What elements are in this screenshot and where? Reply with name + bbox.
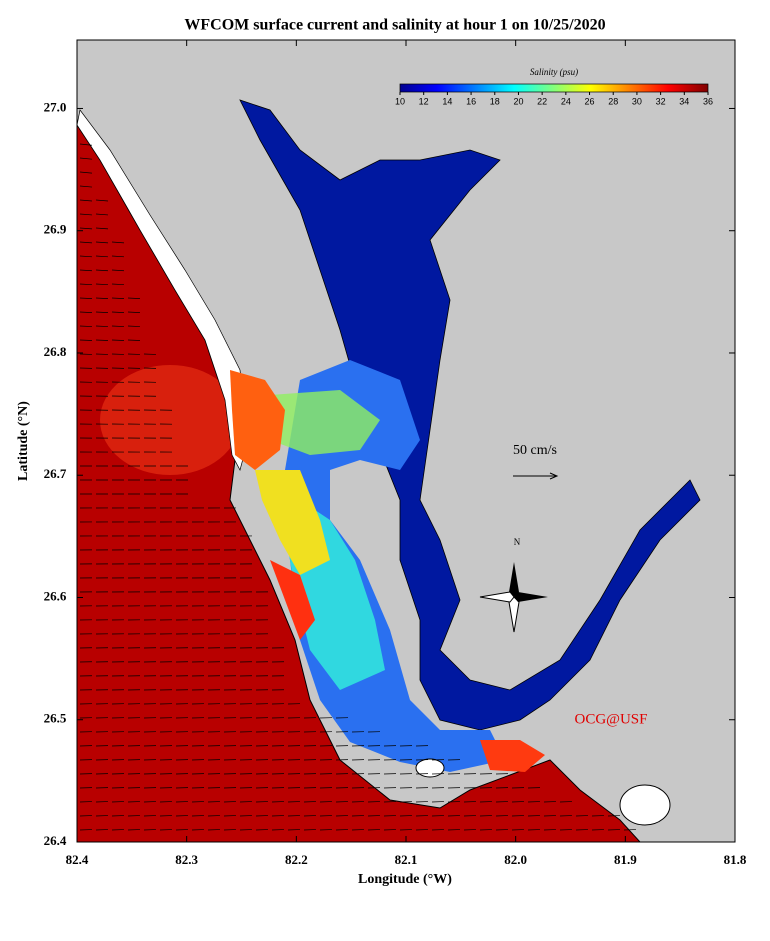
colorbar-tick-label: 10 <box>395 96 405 106</box>
x-axis-label: Longitude (°W) <box>358 872 452 887</box>
y-tick-label: 26.8 <box>44 344 67 359</box>
north-label: N <box>514 537 521 547</box>
colorbar-tick-label: 26 <box>585 96 595 106</box>
colorbar-tick-label: 36 <box>703 96 713 106</box>
x-tick-label: 82.1 <box>395 852 418 867</box>
x-tick-label: 82.3 <box>175 852 198 867</box>
x-tick-label: 81.9 <box>614 852 637 867</box>
island <box>416 759 444 777</box>
title: WFCOM surface current and salinity at ho… <box>184 17 605 34</box>
x-tick-label: 82.2 <box>285 852 308 867</box>
island <box>620 785 670 825</box>
credit: OCG@USF <box>574 711 647 727</box>
colorbar-tick-label: 22 <box>537 96 547 106</box>
x-tick-label: 82.4 <box>66 852 89 867</box>
y-tick-label: 26.5 <box>44 711 67 726</box>
scale-label: 50 cm/s <box>513 443 557 458</box>
colorbar-tick-label: 32 <box>656 96 666 106</box>
colorbar-tick-label: 12 <box>419 96 429 106</box>
colorbar-tick-label: 28 <box>608 96 618 106</box>
colorbar-tick-label: 30 <box>632 96 642 106</box>
colorbar <box>400 84 708 92</box>
x-tick-label: 82.0 <box>504 852 527 867</box>
y-tick-label: 27.0 <box>44 99 67 114</box>
colorbar-label: Salinity (psu) <box>530 67 578 77</box>
colorbar-tick-label: 16 <box>466 96 476 106</box>
y-tick-label: 26.6 <box>44 588 67 603</box>
y-axis-label: Latitude (°N) <box>16 401 31 481</box>
colorbar-tick-label: 20 <box>513 96 523 106</box>
colorbar-tick-label: 24 <box>561 96 571 106</box>
x-tick-label: 81.8 <box>724 852 747 867</box>
colorbar-tick-label: 14 <box>442 96 452 106</box>
colorbar-tick-label: 34 <box>679 96 689 106</box>
y-tick-label: 26.4 <box>44 833 67 848</box>
y-tick-label: 26.7 <box>44 466 67 481</box>
colorbar-tick-label: 18 <box>490 96 500 106</box>
y-tick-label: 26.9 <box>44 222 67 237</box>
